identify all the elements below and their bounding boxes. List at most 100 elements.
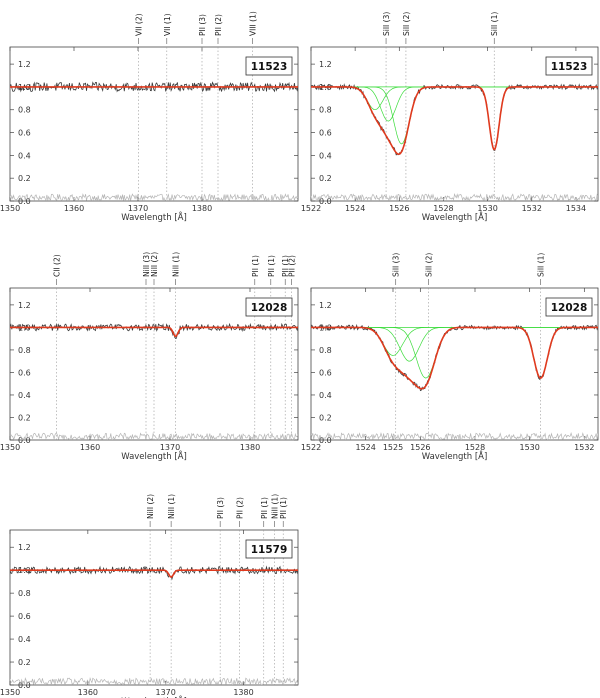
x-tick-label: 1350 <box>0 688 20 697</box>
line-id-label: NiII (1) <box>271 494 280 519</box>
line-id-label: NiII (1) <box>172 252 181 277</box>
y-tick-label: 0.4 <box>319 151 332 160</box>
x-tick-label: 1528 <box>433 204 453 213</box>
x-tick-label: 1524 <box>345 204 365 213</box>
x-tick-label: 1530 <box>519 443 539 452</box>
model-fit <box>311 326 598 390</box>
y-tick-label: 0.8 <box>319 106 332 115</box>
y-tick-label: 0.4 <box>319 391 332 400</box>
line-id-label: SiII (2) <box>425 253 434 277</box>
observed-spectrum <box>311 83 598 156</box>
x-tick-label: 1532 <box>574 443 594 452</box>
line-id-label: PII (2) <box>288 255 297 277</box>
y-tick-label: 1.2 <box>319 60 332 69</box>
x-tick-label: 1360 <box>64 204 84 213</box>
star-id-label: 12028 <box>551 302 588 314</box>
line-id-label: CII (2) <box>52 254 61 277</box>
line-id-label: PII (1) <box>260 497 269 519</box>
x-axis-label: Wavelength [Å] <box>121 450 187 462</box>
x-tick-label: 1380 <box>233 688 253 697</box>
x-tick-label: 1370 <box>155 688 175 697</box>
x-tick-label: 1360 <box>80 443 100 452</box>
y-tick-label: 0.6 <box>18 129 31 138</box>
residual-series <box>311 432 598 440</box>
y-tick-label: 0.6 <box>18 368 31 377</box>
y-tick-label: 0.2 <box>18 174 31 183</box>
y-tick-label: 0.0 <box>18 436 31 445</box>
line-id-label: PII (3) <box>198 14 207 36</box>
plot-frame <box>310 46 599 202</box>
star-id-label: 11523 <box>551 61 588 73</box>
y-tick-label: 1.2 <box>18 543 31 552</box>
fit-component <box>311 86 598 145</box>
y-tick-label: 0.4 <box>18 635 31 644</box>
star-id-box <box>245 297 293 317</box>
y-tick-label: 0.2 <box>18 413 31 422</box>
line-id-label: SiII (1) <box>537 253 546 277</box>
x-axis-label: Wavelength [Å] <box>121 695 187 698</box>
star-id-label: 11579 <box>251 544 288 556</box>
x-tick-label: 1526 <box>389 204 409 213</box>
observed-spectrum <box>10 322 298 339</box>
line-id-label: NiII (2) <box>150 252 159 277</box>
y-tick-label: 0.8 <box>18 106 31 115</box>
x-tick-label: 1524 <box>355 443 375 452</box>
data-layer <box>311 323 598 440</box>
x-tick-label: 1525 <box>383 443 403 452</box>
line-id-label: PII (2) <box>214 14 223 36</box>
star-id-label: 12028 <box>251 302 288 314</box>
fit-component <box>311 327 598 379</box>
y-tick-label: 0.4 <box>18 391 31 400</box>
y-tick-label: 0.2 <box>319 174 332 183</box>
residual-series <box>10 193 298 201</box>
line-id-label: PII (1) <box>267 255 276 277</box>
line-id-label: SiII (3) <box>382 12 391 36</box>
y-tick-label: 0.0 <box>18 681 31 690</box>
fit-component <box>311 86 598 122</box>
y-tick-label: 1.2 <box>319 301 332 310</box>
star-id-box <box>545 297 593 317</box>
line-id-label: VII (1) <box>163 13 172 36</box>
x-tick-label: 1526 <box>410 443 430 452</box>
y-tick-label: 0.0 <box>319 197 332 206</box>
line-id-label: SiII (3) <box>392 253 401 277</box>
line-id-label: SiII (1) <box>490 12 499 36</box>
star-id-box <box>245 539 293 559</box>
y-tick-label: 0.0 <box>319 436 332 445</box>
line-id-label: PII (2) <box>236 497 245 519</box>
line-id-label: PII (1) <box>279 497 288 519</box>
observed-spectrum <box>311 323 598 392</box>
x-tick-label: 1532 <box>522 204 542 213</box>
line-id-label: VIII (1) <box>249 11 258 36</box>
line-id-label: SiII (2) <box>402 12 411 36</box>
x-tick-label: 1350 <box>0 443 20 452</box>
x-tick-label: 1530 <box>477 204 497 213</box>
y-tick-label: 0.6 <box>319 129 332 138</box>
line-id-label: VII (2) <box>135 13 144 36</box>
x-axis-label: Wavelength [Å] <box>422 211 488 223</box>
residual-series <box>10 432 298 440</box>
y-tick-label: 0.2 <box>18 658 31 667</box>
model-fit <box>311 86 598 156</box>
model-fit <box>10 326 298 337</box>
x-tick-label: 1370 <box>128 204 148 213</box>
plot-frame <box>9 529 299 686</box>
y-tick-label: 0.0 <box>18 197 31 206</box>
y-tick-label: 0.4 <box>18 151 31 160</box>
line-id-label: PII (1) <box>281 255 290 277</box>
x-tick-label: 1360 <box>78 688 98 697</box>
y-tick-label: 0.8 <box>319 346 332 355</box>
spectrum-panel-5: 0.00.20.40.60.81.01.21350136013701380Wav… <box>0 494 299 698</box>
x-axis-label: Wavelength [Å] <box>422 450 488 462</box>
x-tick-label: 1528 <box>465 443 485 452</box>
line-id-label: PII (3) <box>216 497 225 519</box>
data-layer <box>311 83 598 201</box>
x-tick-label: 1350 <box>0 204 20 213</box>
y-tick-label: 0.6 <box>319 368 332 377</box>
star-id-box <box>545 56 593 76</box>
y-tick-label: 0.2 <box>319 413 332 422</box>
